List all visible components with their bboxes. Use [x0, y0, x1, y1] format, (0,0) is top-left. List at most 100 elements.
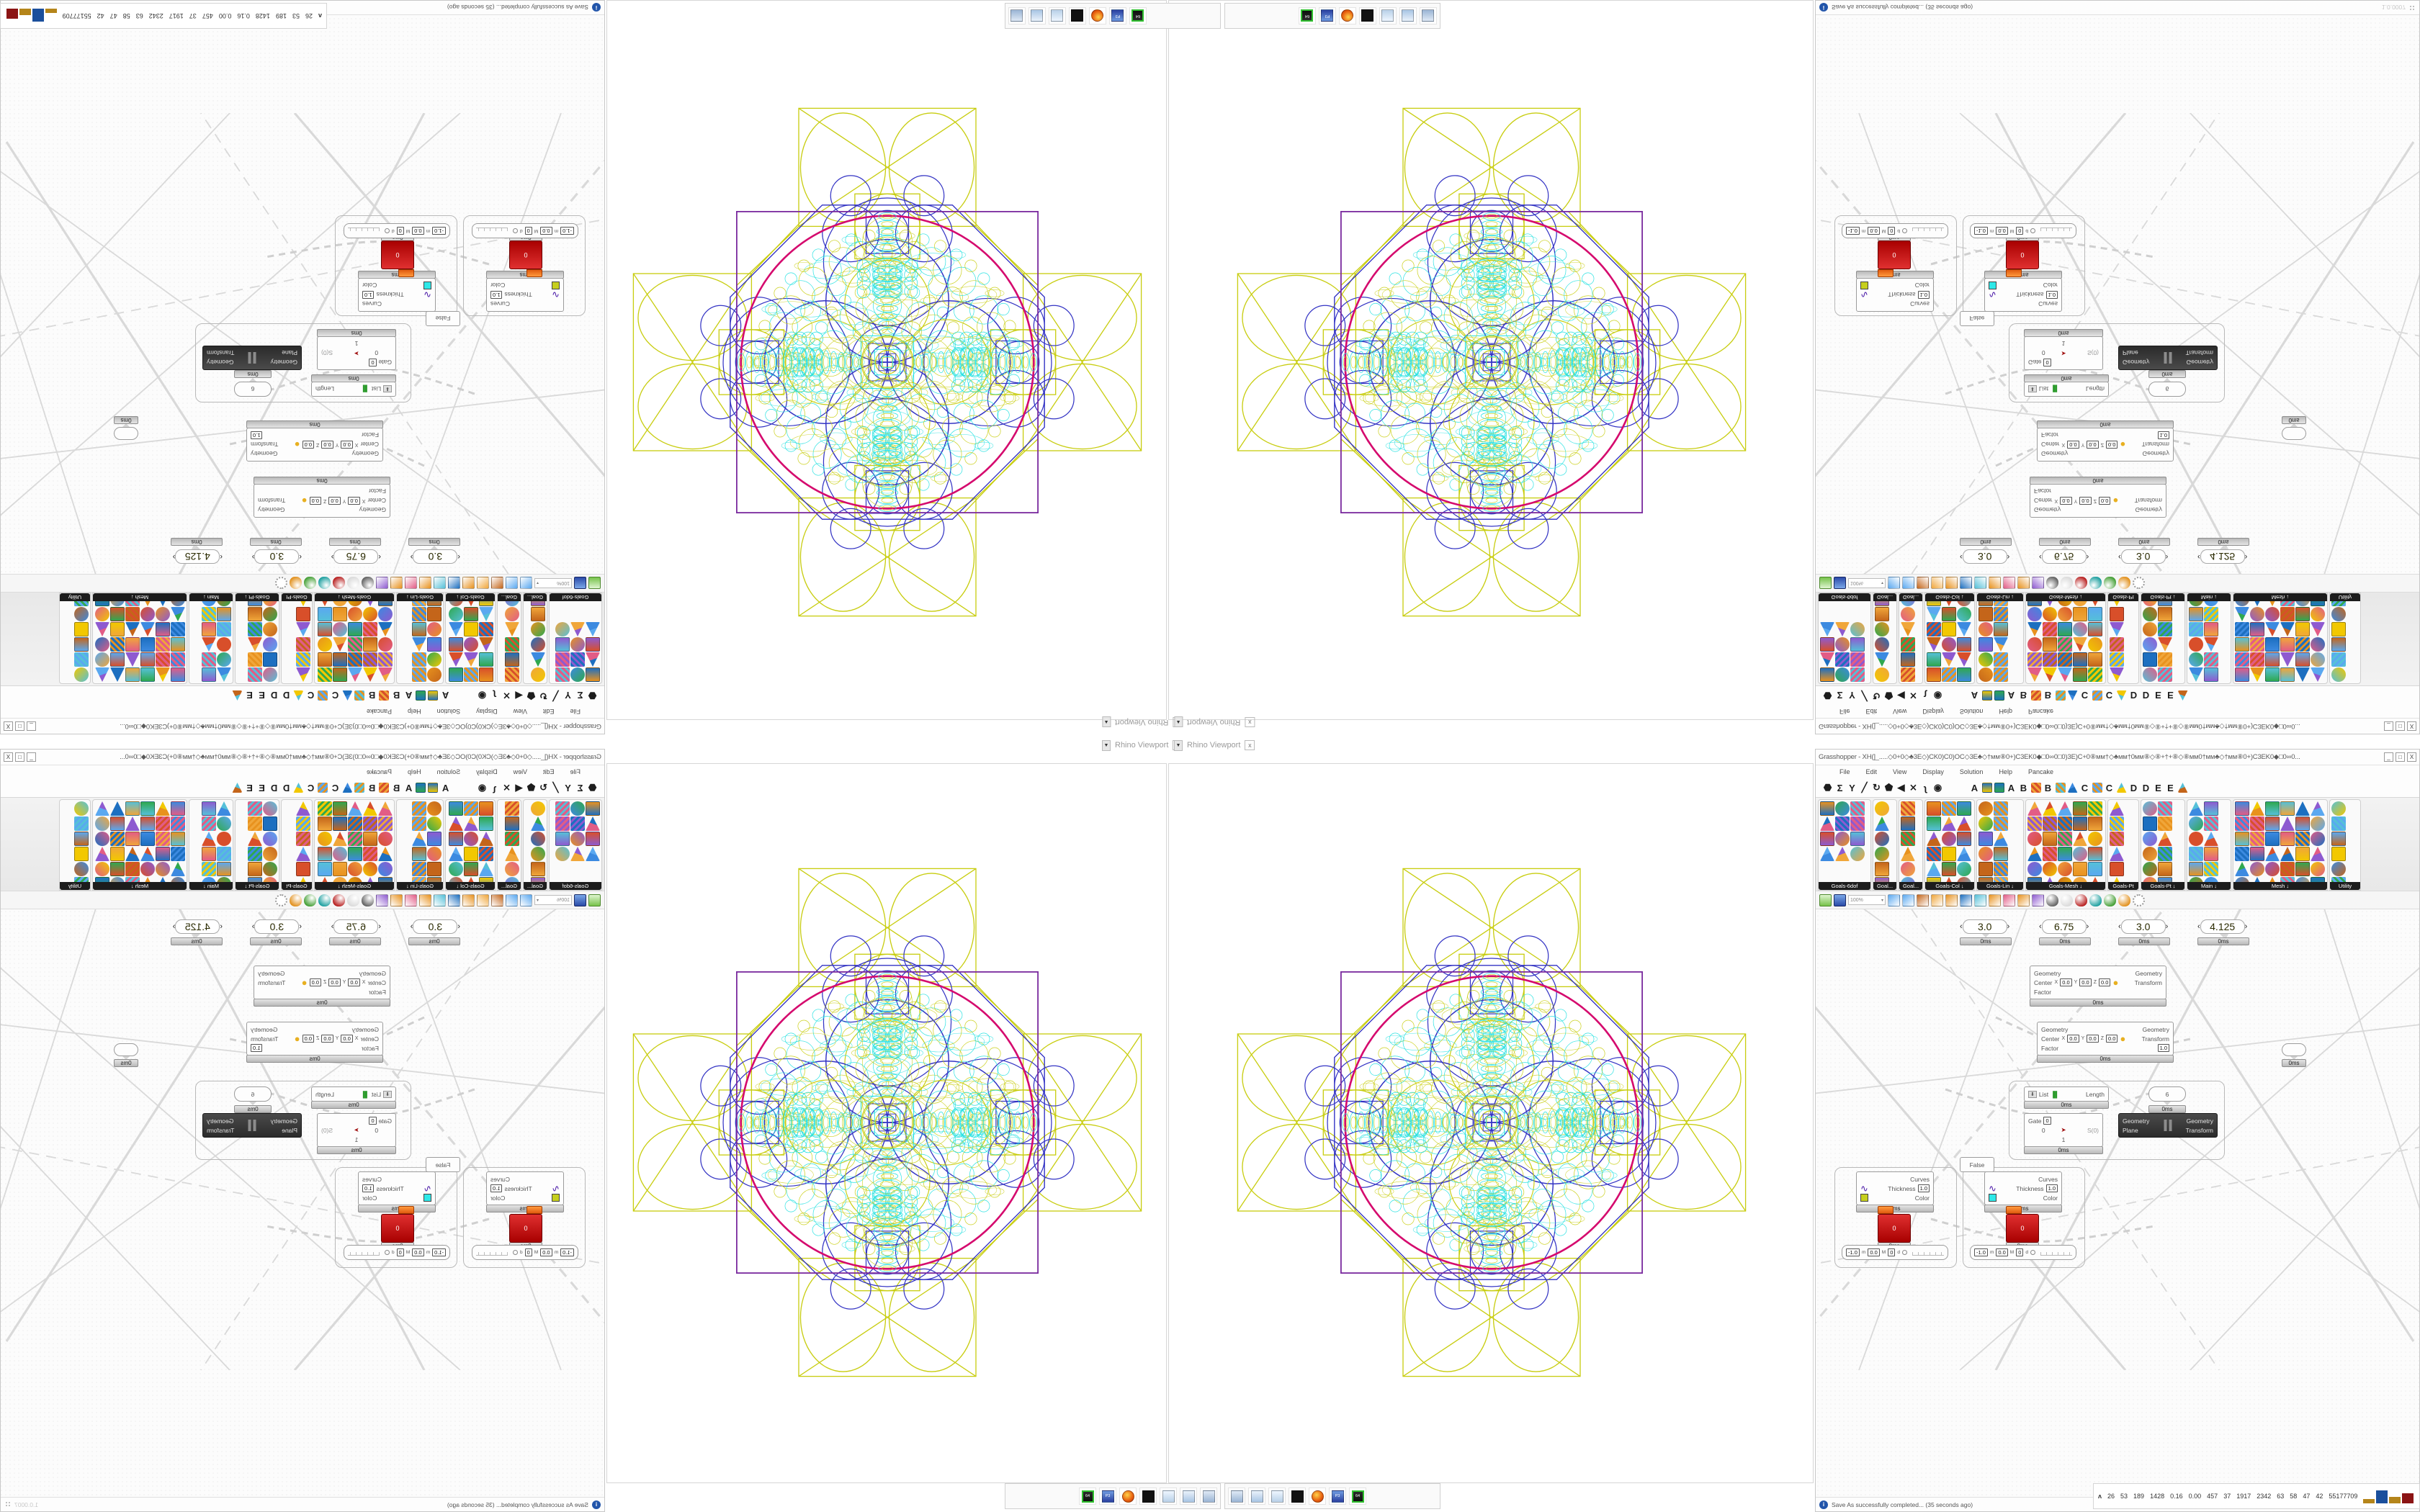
component-icon[interactable]	[318, 783, 328, 793]
component-icon[interactable]	[2280, 667, 2295, 682]
component-icon[interactable]	[2204, 801, 2218, 816]
number-slider[interactable]: ‹ 6.75 › 0ms	[329, 538, 381, 564]
sets-icon[interactable]: Υ	[565, 690, 571, 701]
output-length[interactable]: Length	[2086, 1090, 2105, 1098]
component-icon[interactable]	[2189, 652, 2203, 667]
component-icon[interactable]	[2143, 862, 2157, 876]
component-icon[interactable]	[2088, 877, 2102, 882]
slider-value[interactable]: 6.75	[333, 919, 379, 934]
component-icon[interactable]	[1942, 622, 1956, 636]
scale-component[interactable]: Geometry Geometry Center X 0.0 Y 0.0 Z 0.0 ● Trans…	[2037, 420, 2174, 462]
component-icon[interactable]	[333, 847, 347, 861]
component-icon[interactable]	[363, 622, 377, 636]
number-slider[interactable]: ‹ 3.0 › 0ms	[250, 919, 302, 945]
component-icon[interactable]	[363, 637, 377, 652]
component-icon[interactable]	[2235, 607, 2249, 621]
save-icon[interactable]	[1834, 894, 1846, 906]
component-icon[interactable]	[1901, 601, 1915, 606]
slider-value[interactable]: 3.0	[413, 549, 458, 564]
component-icon[interactable]	[2295, 877, 2310, 882]
component-icon[interactable]	[363, 601, 377, 606]
component-icon[interactable]	[348, 801, 362, 816]
component-icon[interactable]	[531, 862, 545, 876]
component-icon[interactable]	[412, 877, 426, 882]
stream-gate-component[interactable]: Gate 0 0 ➤ S(0) 1 0ms	[317, 1113, 396, 1154]
input-curves[interactable]: Curves	[362, 1175, 382, 1183]
component-icon[interactable]	[412, 847, 426, 861]
component-icon[interactable]	[479, 607, 493, 621]
slider-value[interactable]: 6.75	[2041, 549, 2087, 564]
center-z-value[interactable]: 0.0	[302, 1035, 314, 1043]
component-icon[interactable]	[505, 622, 519, 636]
slider-value[interactable]: 4.125	[2200, 919, 2245, 934]
kangaroo-icon[interactable]	[292, 781, 305, 794]
minimize-button[interactable]: _	[2384, 752, 2393, 762]
taskbar-button[interactable]	[1248, 1488, 1265, 1505]
component-icon[interactable]	[1820, 667, 1834, 682]
component-icon[interactable]	[333, 652, 347, 667]
input-center[interactable]: Center	[360, 1035, 379, 1043]
component-icon[interactable]	[1981, 690, 1992, 701]
gha-icon[interactable]	[448, 894, 460, 906]
component-icon[interactable]	[2189, 607, 2203, 621]
input-geometry[interactable]: Geometry	[2034, 506, 2061, 514]
sheep-icon[interactable]	[1993, 689, 2005, 702]
component-icon[interactable]	[2073, 801, 2087, 816]
component-icon[interactable]	[531, 601, 545, 606]
component-icon[interactable]	[296, 667, 310, 682]
component-icon[interactable]	[140, 877, 155, 882]
shade-green-icon[interactable]	[2104, 894, 2116, 906]
input-geometry[interactable]: Geometry	[2123, 1117, 2150, 1125]
component-icon[interactable]	[2311, 847, 2325, 861]
menu-edit[interactable]: Edit	[542, 768, 555, 775]
component-icon[interactable]	[1978, 816, 1993, 831]
component-group[interactable]	[2009, 1081, 2225, 1160]
floppy-blue-icon[interactable]: P3	[1101, 1490, 1114, 1503]
component-icon[interactable]	[531, 637, 545, 652]
plugin-tab-a-0[interactable]: A	[1971, 690, 1978, 701]
component-icon[interactable]	[202, 637, 216, 652]
component-icon[interactable]	[263, 607, 277, 621]
component-icon[interactable]	[248, 832, 262, 846]
matrix-icon[interactable]	[231, 781, 243, 794]
component-icon[interactable]	[1957, 637, 1971, 652]
boolean-toggle[interactable]: False	[1960, 311, 1994, 326]
gha-icon[interactable]	[1960, 894, 1972, 906]
component-icon[interactable]	[1994, 801, 2008, 816]
matrix-icon[interactable]	[2177, 689, 2189, 702]
slider-track[interactable]	[348, 1249, 380, 1256]
output-geometry[interactable]: Geometry	[2186, 359, 2213, 366]
menu-pancake[interactable]: Pancake	[367, 768, 393, 775]
plugin-tab-d-14[interactable]: D	[270, 782, 278, 793]
preview-eye-icon[interactable]	[506, 577, 518, 590]
output-stream[interactable]: S(0)	[2087, 349, 2099, 357]
close-button[interactable]: X	[2407, 752, 2416, 762]
boolean-toggle[interactable]: False	[426, 1157, 460, 1172]
number-slider[interactable]: ‹ 4.125 › 0ms	[171, 919, 223, 945]
component-icon[interactable]	[171, 667, 185, 682]
grid-icon[interactable]	[2066, 781, 2079, 794]
component-icon[interactable]	[348, 816, 362, 831]
sheep-icon[interactable]	[415, 689, 427, 702]
menu-solution[interactable]: Solution	[436, 768, 461, 775]
component-icon[interactable]	[2295, 601, 2310, 606]
component-icon[interactable]	[379, 783, 390, 793]
component-icon[interactable]	[2058, 862, 2072, 876]
component-icon[interactable]	[263, 877, 277, 882]
viewport-canvas[interactable]	[1169, 764, 1813, 1482]
calculator-icon[interactable]	[1202, 1490, 1215, 1503]
component-icon[interactable]	[464, 801, 478, 816]
output-geometry[interactable]: Geometry	[2135, 506, 2162, 514]
shade-red-icon[interactable]	[2075, 894, 2087, 906]
slider-decrement-icon[interactable]: ‹	[299, 922, 302, 931]
slider-increment-icon[interactable]: ›	[331, 552, 334, 561]
component-icon[interactable]	[2295, 667, 2310, 682]
shade-green-icon[interactable]	[2104, 577, 2116, 590]
balloon-icon[interactable]	[2017, 894, 2030, 906]
taskbar-top-left[interactable]: 64 P3	[1005, 3, 1221, 29]
component-icon[interactable]	[95, 601, 109, 606]
